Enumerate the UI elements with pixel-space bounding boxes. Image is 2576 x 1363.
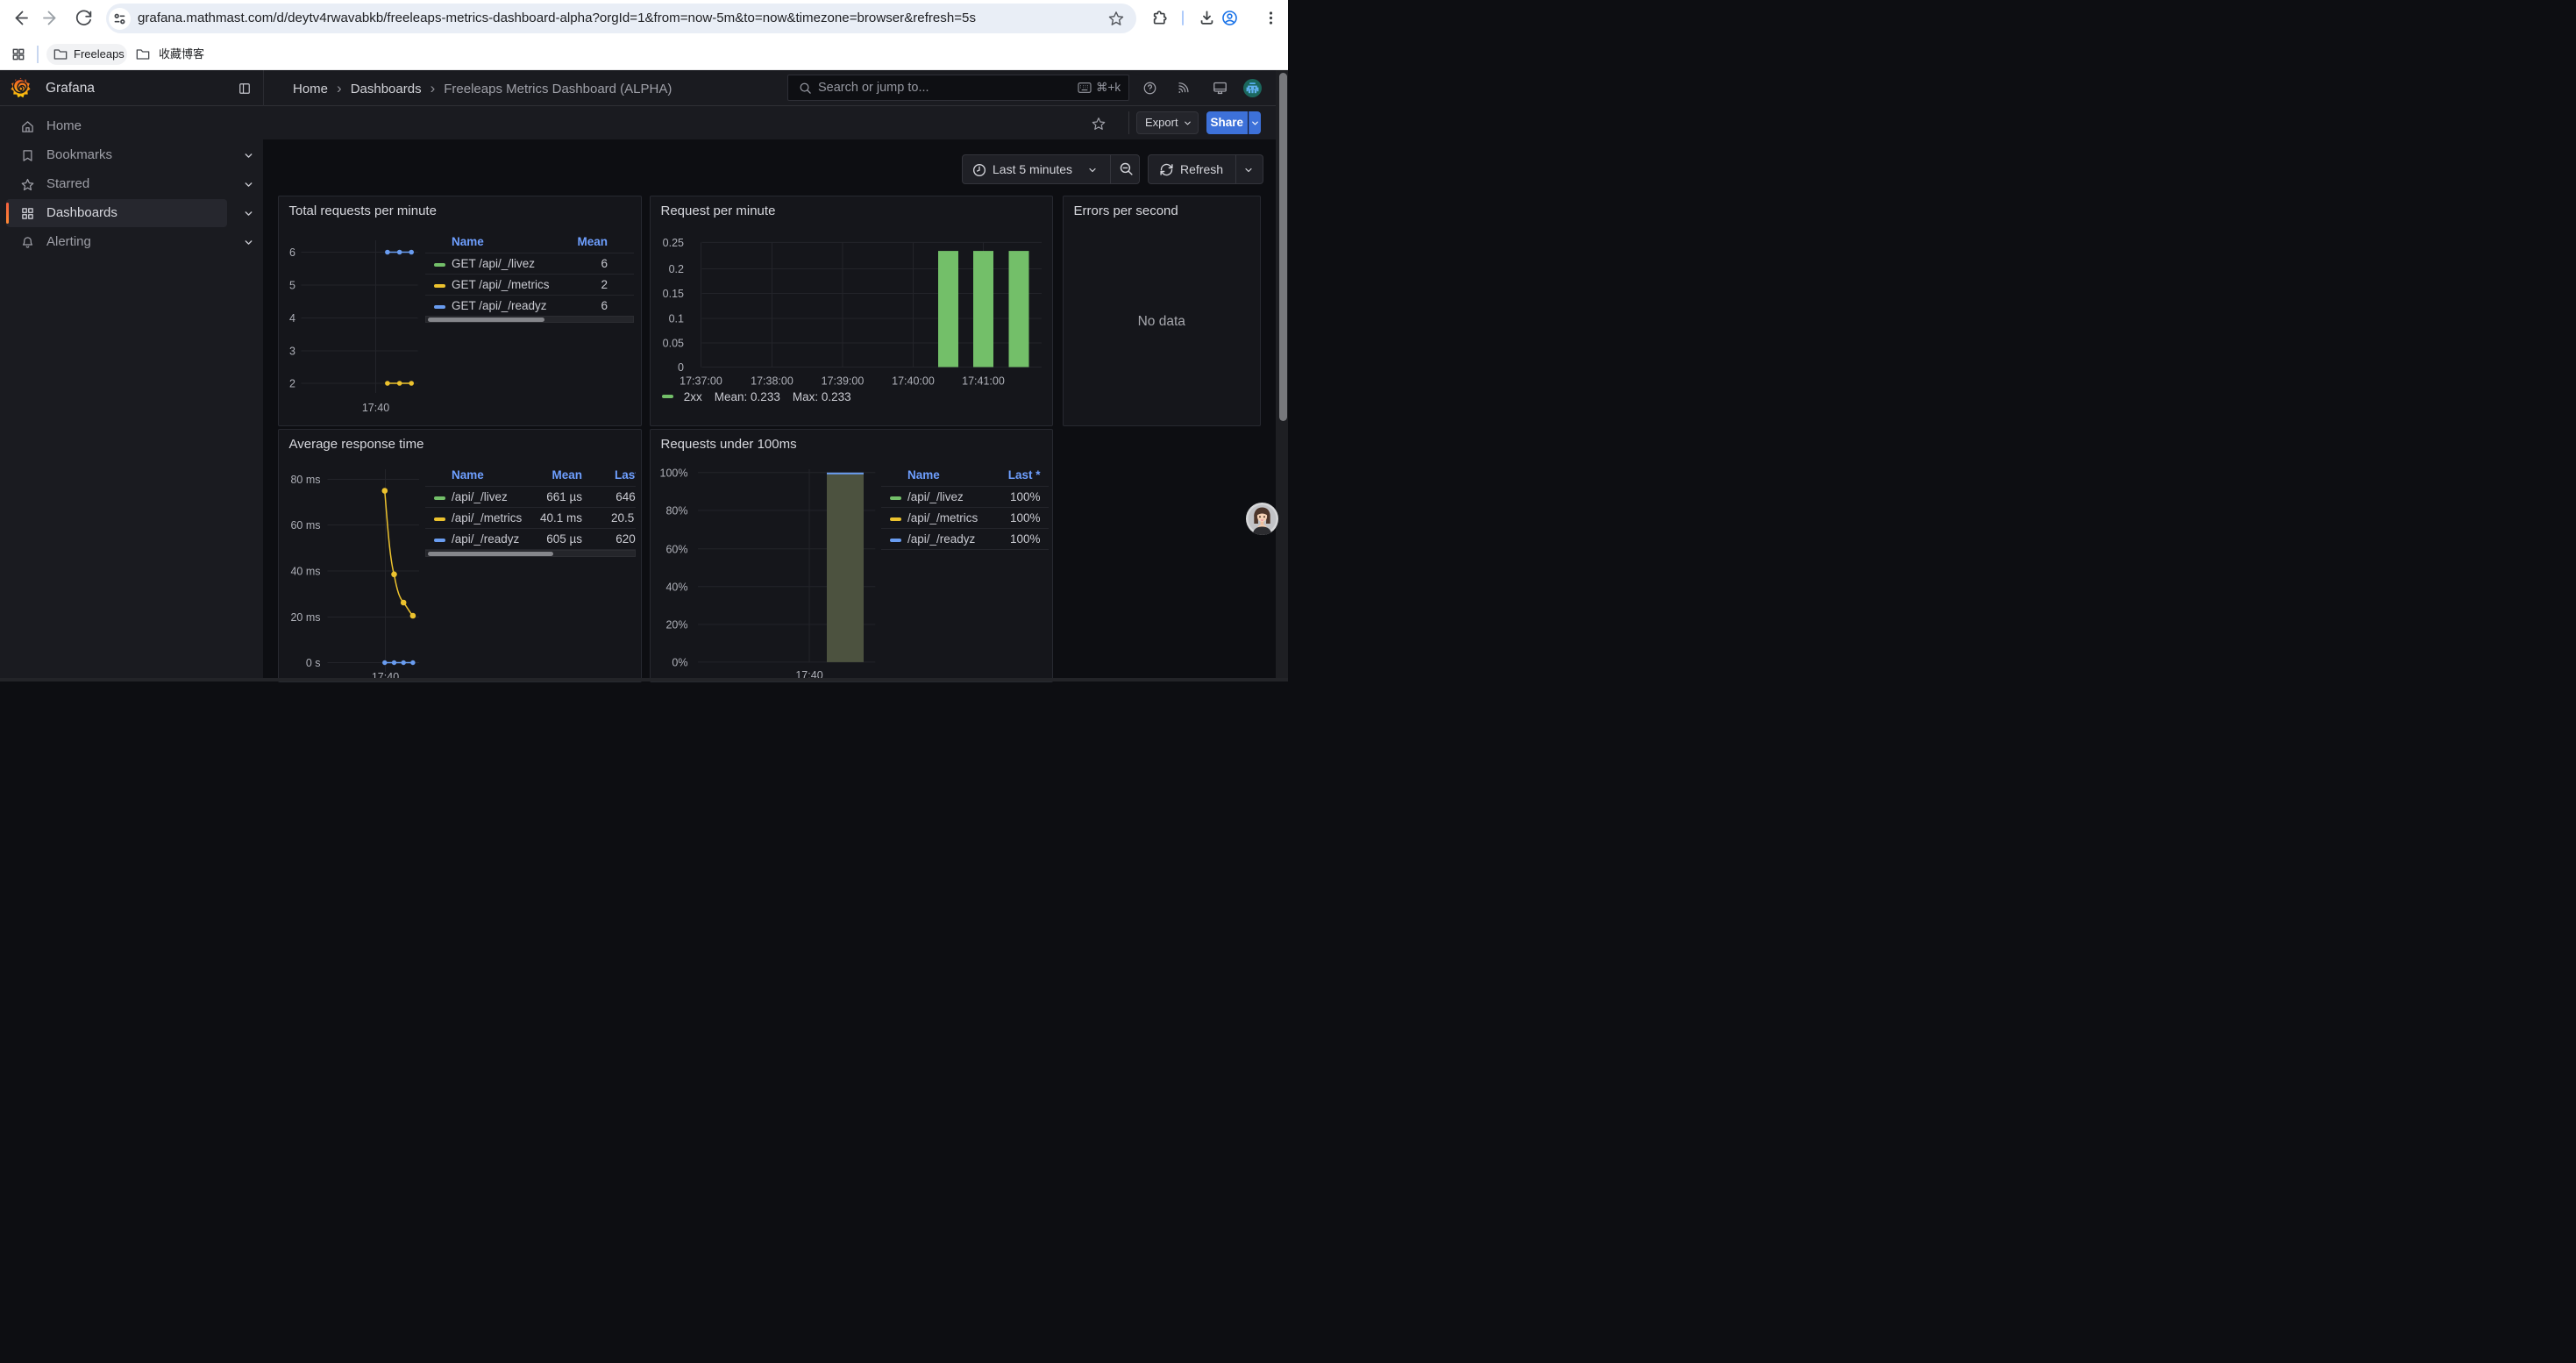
svg-text:40 ms: 40 ms	[290, 565, 320, 577]
svg-text:17:40: 17:40	[361, 402, 388, 414]
svg-text:2: 2	[289, 378, 295, 390]
svg-text:17:37:00: 17:37:00	[680, 375, 722, 388]
svg-text:0.1: 0.1	[668, 313, 683, 325]
svg-text:0.15: 0.15	[662, 288, 683, 300]
svg-text:80%: 80%	[665, 504, 687, 517]
svg-text:3: 3	[289, 346, 295, 358]
svg-text:0.05: 0.05	[662, 338, 683, 350]
svg-text:0: 0	[678, 361, 684, 374]
svg-text:17:38:00: 17:38:00	[751, 375, 793, 388]
svg-text:17:40:00: 17:40:00	[892, 375, 935, 388]
svg-text:17:41:00: 17:41:00	[962, 375, 1005, 388]
svg-text:80 ms: 80 ms	[290, 474, 320, 486]
svg-text:40%: 40%	[665, 581, 687, 593]
svg-text:17:39:00: 17:39:00	[821, 375, 864, 388]
svg-text:20%: 20%	[665, 618, 687, 631]
svg-text:0.2: 0.2	[668, 263, 683, 275]
svg-text:5: 5	[289, 280, 295, 292]
svg-text:0%: 0%	[672, 656, 687, 668]
svg-text:60%: 60%	[665, 543, 687, 555]
svg-text:4: 4	[289, 312, 295, 325]
svg-text:60 ms: 60 ms	[290, 519, 320, 532]
svg-text:20 ms: 20 ms	[290, 611, 320, 624]
svg-text:100%: 100%	[659, 467, 687, 479]
svg-text:0 s: 0 s	[305, 657, 320, 669]
svg-text:6: 6	[289, 246, 295, 259]
svg-text:0.25: 0.25	[662, 237, 683, 249]
